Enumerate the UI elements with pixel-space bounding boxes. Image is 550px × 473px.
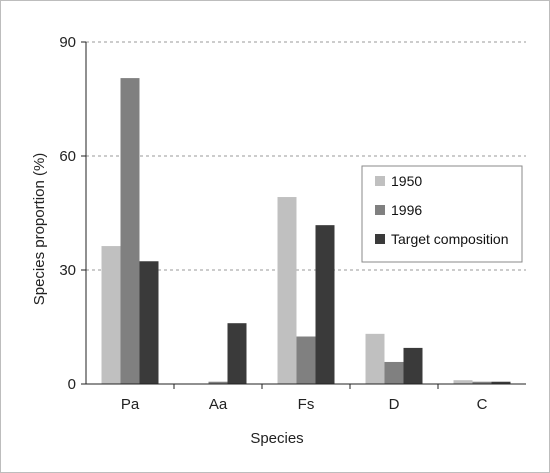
y-tick-label: 0 — [68, 376, 76, 393]
legend-label: Target composition — [391, 231, 509, 247]
tick-labels: 0 30 60 90 Pa Aa Fs D C — [59, 34, 487, 413]
x-tick-label: C — [477, 396, 488, 413]
y-tick-label: 30 — [59, 262, 76, 279]
legend: 1950 1996 Target composition — [361, 165, 523, 263]
axes — [85, 42, 526, 389]
gridlines — [81, 41, 526, 385]
bar-d-1950 — [365, 333, 385, 384]
bar-fs-1950 — [277, 197, 297, 384]
bar-pa-1996 — [120, 78, 140, 384]
bar-d-1996 — [384, 361, 404, 384]
bar-fs-1996 — [296, 336, 316, 384]
bar-pa-target-composition — [139, 261, 159, 384]
y-tick-label: 60 — [59, 148, 76, 165]
bar-pa-1950 — [101, 246, 121, 384]
bar-aa-target-composition — [227, 323, 247, 384]
legend-swatch — [375, 234, 385, 244]
y-axis-title: Species proportion (%) — [31, 153, 48, 306]
bar-fs-target-composition — [315, 225, 335, 384]
legend-swatch — [375, 176, 385, 186]
x-tick-label: Pa — [121, 396, 140, 413]
legend-swatch — [375, 205, 385, 215]
bars — [101, 78, 511, 384]
y-tick-label: 90 — [59, 34, 76, 51]
legend-box — [361, 165, 523, 263]
x-tick-label: D — [389, 396, 400, 413]
bar-d-target-composition — [403, 347, 423, 384]
bar-c-target-composition — [491, 381, 511, 384]
x-axis-title: Species — [250, 430, 303, 447]
bar-c-1996 — [472, 381, 492, 384]
bar-c-1950 — [453, 380, 473, 384]
legend-label: 1950 — [391, 173, 422, 189]
legend-label: 1996 — [391, 202, 422, 218]
x-tick-label: Fs — [298, 396, 315, 413]
x-tick-label: Aa — [209, 396, 228, 413]
bar-aa-1996 — [208, 381, 228, 384]
